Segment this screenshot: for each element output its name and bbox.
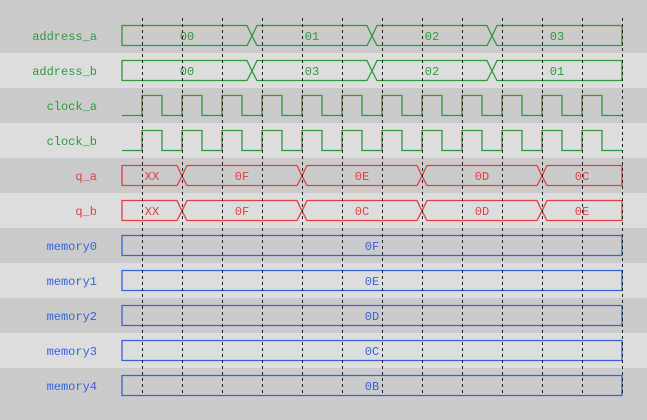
row-background: [0, 228, 647, 263]
bus-segment: [421, 164, 543, 187]
bus-value: 03: [550, 30, 564, 44]
bus-segment: [121, 269, 623, 292]
signal-label: memory4: [47, 380, 97, 394]
bus-value: 0E: [355, 170, 369, 184]
signal-label: address_a: [32, 30, 97, 44]
bus-segment: [121, 164, 183, 187]
row-background: [0, 158, 647, 193]
bus-segment: [491, 59, 623, 82]
row-background: [0, 88, 647, 123]
bus-segment: [121, 59, 253, 82]
bus-value: 0F: [365, 240, 379, 254]
signal-label: clock_b: [47, 135, 97, 149]
bus-value: 00: [180, 30, 194, 44]
bus-segment: [121, 24, 253, 47]
bus-value: 0D: [475, 170, 489, 184]
bus-segment: [121, 199, 183, 222]
bus-segment: [251, 59, 373, 82]
row-background: [0, 333, 647, 368]
bus-value: 03: [305, 65, 319, 79]
signal-label: q_a: [75, 170, 97, 184]
signal-clock-a: clock_a: [47, 94, 622, 117]
bus-segment: [181, 199, 303, 222]
signal-q-a: q_aXX0F0E0D0C: [75, 164, 623, 187]
bus-value: 0D: [365, 310, 379, 324]
clock-waveform: [122, 129, 622, 152]
row-background: [0, 193, 647, 228]
bus-value: XX: [145, 205, 159, 219]
bus-segment: [371, 24, 493, 47]
signal-address-a: address_a 00 01 02 03: [32, 24, 623, 47]
signal-memory1: memory1 0E: [47, 269, 623, 292]
bus-value: 00: [180, 65, 194, 79]
row-background: [0, 298, 647, 333]
bus-value: 02: [425, 65, 439, 79]
bus-value: 01: [305, 30, 319, 44]
signal-label: memory2: [47, 310, 97, 324]
bus-value: 02: [425, 30, 439, 44]
bus-value: XX: [145, 170, 159, 184]
row-background: [0, 123, 647, 158]
bus-segment: [301, 164, 423, 187]
bus-value: 0D: [475, 205, 489, 219]
signal-q-b: q_bXX0F0C0D0E: [75, 199, 623, 222]
bus-segment: [301, 199, 423, 222]
clock-waveform: [122, 94, 622, 117]
row-background: [0, 368, 647, 403]
bus-segment: [181, 164, 303, 187]
bus-value: 0C: [355, 205, 369, 219]
bus-value: 0F: [235, 205, 249, 219]
signal-clock-b: clock_b: [47, 129, 622, 152]
row-background: [0, 53, 647, 88]
signal-label: clock_a: [47, 100, 97, 114]
bus-value: 01: [550, 65, 564, 79]
bus-value: 0E: [365, 275, 379, 289]
bus-value: 0C: [365, 345, 379, 359]
signal-label: memory1: [47, 275, 97, 289]
row-background: [0, 263, 647, 298]
signal-label: address_b: [32, 65, 97, 79]
signal-address-b: address_b 00 03 02 01: [32, 59, 623, 82]
signal-label: memory0: [47, 240, 97, 254]
bus-segment: [251, 24, 373, 47]
bus-value: 0B: [365, 380, 379, 394]
bus-segment: [371, 59, 493, 82]
signal-label: memory3: [47, 345, 97, 359]
signal-label: q_b: [75, 205, 97, 219]
bus-value: 0F: [235, 170, 249, 184]
row-background: [0, 18, 647, 53]
bus-segment: [421, 199, 543, 222]
